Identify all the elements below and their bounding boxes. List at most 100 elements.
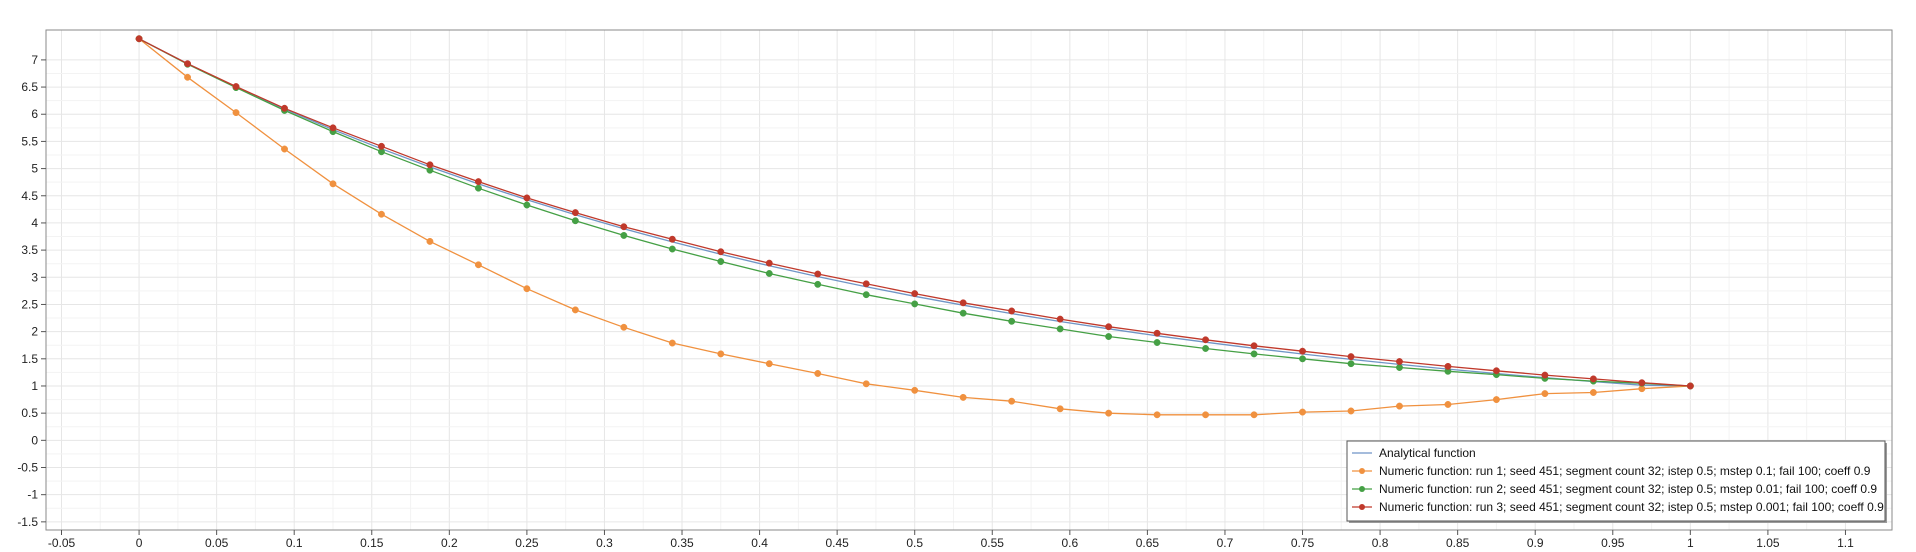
plot-frame [45, 29, 1893, 531]
x-tick-label: 0.35 [670, 536, 694, 550]
y-tick-label: -1 [27, 488, 38, 502]
data-point-series-4 [1153, 329, 1161, 337]
data-point-series-4 [1008, 307, 1016, 315]
data-point-series-2 [1056, 405, 1064, 413]
data-point-series-2 [1492, 396, 1500, 404]
data-point-series-4 [474, 178, 482, 186]
y-tick-label: 6.5 [21, 80, 38, 94]
y-tick-label: 5 [31, 162, 38, 176]
x-tick-label: 0.75 [1291, 536, 1315, 550]
data-point-series-4 [1105, 323, 1113, 331]
data-point-series-2 [911, 386, 919, 394]
legend-swatch-marker [1359, 486, 1365, 492]
data-point-series-4 [1202, 336, 1210, 344]
x-tick-label: 1.1 [1837, 536, 1854, 550]
y-tick-label: 4.5 [21, 189, 38, 203]
data-point-series-3 [620, 231, 628, 239]
y-tick-label: 3 [31, 270, 38, 284]
data-point-series-2 [1202, 411, 1210, 419]
y-tick-label: 4 [31, 216, 38, 230]
x-tick-label: 0.25 [515, 536, 539, 550]
y-tick-label: -0.5 [17, 461, 38, 475]
data-point-series-4 [1589, 375, 1597, 383]
data-point-series-2 [1347, 407, 1355, 415]
data-point-series-3 [911, 300, 919, 308]
y-tick-label: 5.5 [21, 134, 38, 148]
data-point-series-3 [717, 258, 725, 265]
data-point-series-2 [1153, 411, 1161, 419]
data-point-series-4 [135, 35, 143, 43]
legend-swatch-marker [1359, 468, 1365, 474]
x-tick-label: 0.1 [286, 536, 303, 550]
data-point-series-4 [329, 124, 337, 132]
data-point-series-4 [1686, 382, 1694, 390]
x-axis: -0.05 0 0.05 0.1 0.15 0.2 0.25 0.3 0.35 0.4 0.45 0.… [48, 530, 1854, 550]
data-point-series-4 [1347, 353, 1355, 361]
data-point-series-2 [959, 393, 967, 401]
data-point-series-4 [1541, 371, 1549, 379]
x-tick-label: 0.05 [205, 536, 229, 550]
data-point-series-3 [1250, 350, 1258, 358]
x-tick-label: 0 [136, 536, 143, 550]
data-point-series-3 [668, 245, 676, 253]
data-point-series-2 [378, 210, 385, 218]
data-point-series-2 [184, 73, 192, 81]
x-tick-label: 0.6 [1061, 536, 1078, 550]
data-point-series-4 [281, 104, 288, 112]
x-tick-label: 0.95 [1601, 536, 1625, 550]
y-tick-label: 0.5 [21, 406, 38, 420]
data-point-series-2 [474, 261, 482, 269]
x-tick-label: 1.05 [1756, 536, 1780, 550]
data-point-series-3 [862, 291, 870, 299]
data-point-series-3 [1056, 325, 1064, 333]
data-point-series-3 [1347, 360, 1355, 368]
x-tick-label: 0.65 [1136, 536, 1160, 550]
data-point-series-4 [620, 223, 628, 231]
data-point-series-4 [911, 290, 919, 298]
data-point-series-2 [281, 145, 288, 153]
x-tick-label: 0.7 [1217, 536, 1234, 550]
data-point-series-3 [1105, 333, 1113, 340]
x-tick-label: -0.05 [48, 536, 76, 550]
data-point-series-2 [620, 323, 628, 331]
data-point-series-4 [717, 248, 725, 256]
data-point-series-4 [959, 299, 967, 307]
data-point-series-4 [426, 161, 434, 169]
y-tick-label: -1.5 [17, 515, 38, 529]
x-tick-label: 0.9 [1527, 536, 1544, 550]
y-tick-label: 2.5 [21, 297, 38, 311]
series-group [135, 35, 1694, 419]
data-point-series-3 [1008, 317, 1016, 325]
data-point-series-4 [1444, 362, 1452, 370]
x-tick-label: 0.4 [751, 536, 768, 550]
legend-box [1346, 440, 1886, 522]
y-tick-label: 7 [31, 53, 38, 67]
data-point-series-2 [1250, 411, 1258, 419]
data-point-series-2 [668, 339, 676, 347]
data-point-series-4 [1638, 379, 1646, 387]
data-point-series-4 [668, 235, 676, 243]
data-point-series-3 [523, 201, 531, 209]
data-point-series-2 [1105, 409, 1113, 417]
data-point-series-2 [1541, 390, 1549, 398]
data-point-series-2 [814, 370, 822, 377]
data-point-series-2 [1444, 401, 1452, 408]
data-point-series-2 [765, 360, 773, 368]
data-point-series-4 [378, 142, 385, 150]
data-point-series-4 [232, 83, 240, 90]
data-point-series-3 [1153, 339, 1161, 346]
y-tick-label: 3.5 [21, 243, 38, 257]
y-tick-label: 1.5 [21, 352, 38, 366]
x-tick-label: 0.85 [1446, 536, 1470, 550]
data-point-series-2 [571, 306, 579, 314]
data-point-series-4 [1492, 367, 1500, 375]
y-tick-label: 2 [31, 325, 38, 339]
legend-entry-label: Numeric function: run 1; seed 451; segme… [1379, 464, 1871, 478]
data-point-series-4 [1396, 358, 1403, 365]
data-point-series-2 [232, 109, 240, 117]
data-point-series-2 [1589, 389, 1597, 396]
data-point-series-3 [571, 217, 579, 225]
data-point-series-2 [1299, 408, 1306, 416]
x-tick-label: 1 [1687, 536, 1694, 550]
